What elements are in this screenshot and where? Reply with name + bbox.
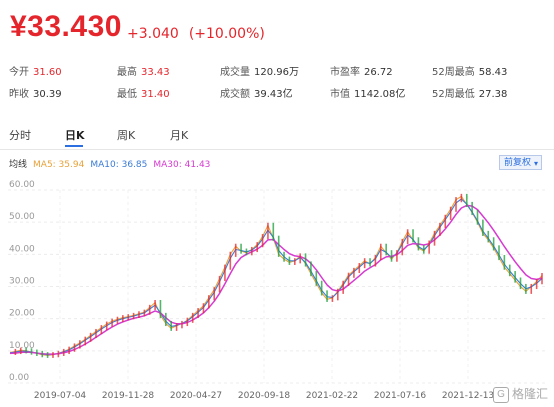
stat-turnover: 成交额 39.43亿 — [220, 85, 293, 100]
stat-value: 26.72 — [364, 67, 393, 78]
ma-label: 均线 — [9, 160, 28, 170]
y-tick-label: 60.00 — [9, 180, 35, 190]
watermark-text: 格隆汇 — [511, 387, 548, 402]
caret-down-icon: ▾ — [533, 159, 538, 168]
x-tick-label: 2020-09-18 — [238, 391, 291, 401]
stat-label: 最低 — [117, 89, 137, 100]
stat-label: 昨收 — [9, 89, 29, 100]
ma-legend: 均线 MA5: 35.94 MA10: 36.85 MA30: 41.43 — [9, 157, 216, 170]
x-tick-label: 2021-12-13 — [442, 391, 494, 401]
x-tick-label: 2021-02-22 — [306, 391, 358, 401]
stat-label: 成交量 — [220, 67, 250, 78]
stat-value: 30.39 — [33, 89, 62, 100]
stat-label: 成交额 — [220, 89, 250, 100]
tab-monthly-k[interactable]: 月K — [170, 129, 189, 142]
active-tab-indicator — [65, 145, 83, 147]
y-tick-label: 30.00 — [9, 277, 35, 287]
stat-label: 52周最低 — [432, 89, 475, 100]
stat-pe: 市盈率 26.72 — [330, 63, 393, 78]
stat-label: 今开 — [9, 67, 29, 78]
stat-high: 最高 33.43 — [117, 63, 170, 78]
stat-market-cap: 市值 1142.08亿 — [330, 85, 405, 100]
x-tick-label: 2019-11-28 — [102, 391, 155, 401]
tabs-divider — [0, 149, 554, 150]
stat-volume: 成交量 120.96万 — [220, 63, 299, 78]
tab-daily-k[interactable]: 日K — [65, 129, 85, 142]
stat-value: 120.96万 — [254, 67, 299, 78]
price-change: +3.040 (+10.00%) — [127, 26, 265, 42]
tab-weekly-k[interactable]: 周K — [117, 129, 136, 142]
current-price: ¥33.430 — [10, 10, 122, 43]
watermark: G 格隆汇 — [492, 385, 548, 403]
stat-52w-high: 52周最高 58.43 — [432, 63, 507, 78]
kline-chart[interactable]: 60.00 50.00 40.00 30.00 20.00 10.00 0.00 2019-0… — [0, 178, 554, 407]
stat-label: 52周最高 — [432, 67, 475, 78]
stat-52w-low: 52周最低 27.38 — [432, 85, 507, 100]
stat-value: 33.43 — [141, 67, 170, 78]
stat-label: 最高 — [117, 67, 137, 78]
stat-value: 27.38 — [478, 89, 508, 100]
stat-value: 39.43亿 — [254, 89, 293, 100]
stat-value: 1142.08亿 — [354, 89, 406, 100]
gelonghui-logo-icon: G — [492, 387, 509, 403]
stat-low: 最低 31.40 — [117, 85, 170, 100]
ma30-value: MA30: 41.43 — [153, 160, 211, 170]
change-percent: (+10.00%) — [188, 26, 265, 42]
stat-prev-close: 昨收 30.39 — [9, 85, 62, 100]
y-tick-label: 10.00 — [9, 341, 35, 351]
stat-value: 58.43 — [478, 67, 508, 78]
price-adjust-dropdown[interactable]: 前复权 ▾ — [499, 155, 542, 170]
y-tick-label: 40.00 — [9, 244, 35, 254]
y-tick-label: 20.00 — [9, 309, 35, 319]
ma10-value: MA10: 36.85 — [90, 160, 148, 170]
stat-open: 今开 31.60 — [9, 63, 62, 78]
ma10-line — [9, 198, 543, 356]
x-tick-label: 2021-07-16 — [374, 391, 427, 401]
stat-value: 31.40 — [141, 89, 170, 100]
y-tick-label: 50.00 — [9, 212, 35, 222]
ma5-line — [9, 195, 543, 356]
stat-label: 市值 — [330, 89, 350, 100]
tab-intraday[interactable]: 分时 — [9, 129, 31, 142]
y-tick-label: 0.00 — [9, 373, 29, 383]
ma30-line — [9, 204, 543, 355]
x-tick-label: 2019-07-04 — [34, 391, 87, 401]
adjust-label: 前复权 — [504, 158, 532, 168]
x-tick-label: 2020-04-27 — [170, 391, 222, 401]
change-value: +3.040 — [127, 26, 179, 42]
stat-label: 市盈率 — [330, 67, 360, 78]
stat-value: 31.60 — [33, 67, 62, 78]
ma5-value: MA5: 35.94 — [33, 160, 85, 170]
